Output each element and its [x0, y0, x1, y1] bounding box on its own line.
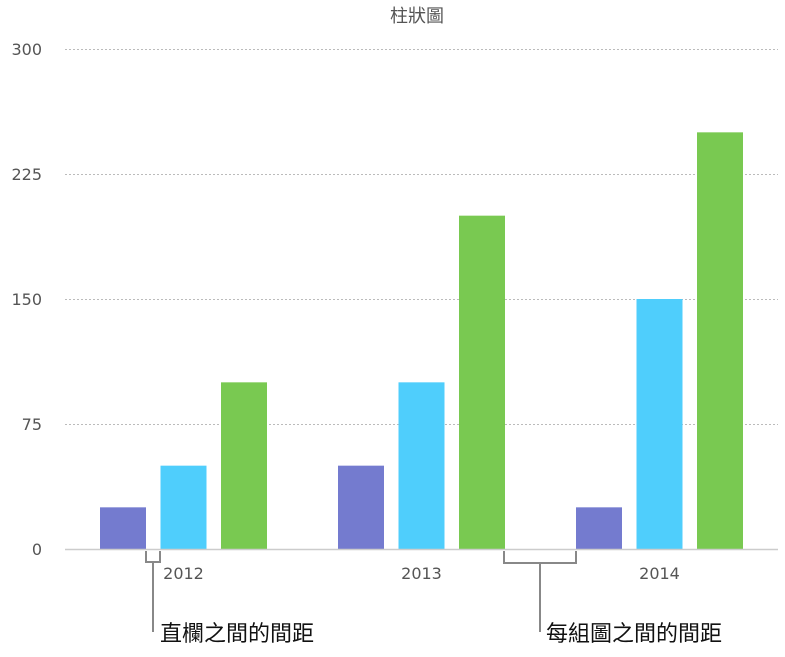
bar-2012-series-3: [221, 382, 267, 549]
y-axis-ticks: 0 75 150 225 300: [11, 40, 42, 559]
column-gap-annotation: [145, 551, 161, 632]
bar-2012-series-1: [100, 507, 146, 549]
x-tick-label: 2013: [401, 564, 442, 583]
y-tick-label: 225: [11, 165, 42, 184]
y-tick-label: 75: [22, 415, 42, 434]
x-axis-ticks: 2012 2013 2014: [163, 564, 680, 583]
bar-2013-series-3: [459, 215, 505, 549]
x-tick-label: 2012: [163, 564, 204, 583]
bar-2014-series-1: [576, 507, 622, 549]
bar-2013-series-1: [338, 465, 384, 549]
bar-2012-series-2: [160, 465, 207, 549]
bar-2013-series-2: [398, 382, 445, 549]
x-tick-label: 2014: [639, 564, 680, 583]
bar-2014-series-3: [697, 132, 743, 550]
bars: [100, 132, 743, 550]
y-tick-label: 150: [11, 290, 42, 309]
column-gap-label: 直欄之間的間距: [160, 622, 314, 647]
y-tick-label: 300: [11, 40, 42, 59]
group-gap-label: 每組圖之間的間距: [546, 622, 722, 647]
chart-title: 柱狀圖: [390, 6, 444, 27]
y-tick-label: 0: [32, 540, 42, 559]
group-gap-annotation: [503, 551, 577, 632]
bar-2014-series-2: [636, 299, 683, 549]
